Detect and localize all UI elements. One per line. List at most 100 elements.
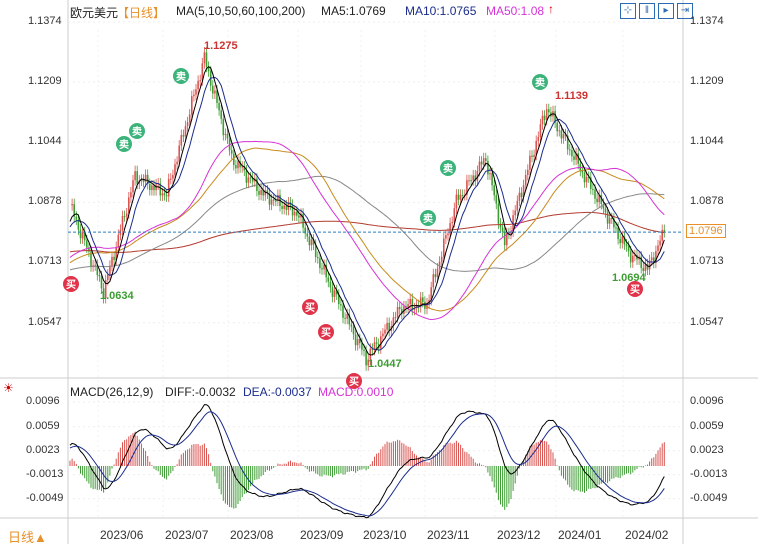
crosshair-icon[interactable]: ⊹ bbox=[620, 3, 636, 19]
candle bbox=[587, 176, 590, 178]
date-tick: 2023/07 bbox=[165, 528, 209, 542]
candle bbox=[125, 213, 128, 217]
play-icon[interactable]: ▸ bbox=[658, 3, 674, 19]
candle bbox=[453, 208, 456, 222]
candle bbox=[461, 194, 464, 196]
candle bbox=[193, 94, 195, 97]
candle bbox=[233, 153, 235, 166]
candle bbox=[594, 189, 596, 199]
candle bbox=[144, 174, 147, 182]
candle bbox=[524, 174, 527, 186]
candle bbox=[537, 136, 540, 141]
candle bbox=[606, 212, 609, 224]
candle bbox=[468, 180, 470, 182]
candle bbox=[401, 309, 403, 314]
candle bbox=[264, 190, 267, 196]
macd-tick-left: 0.0096 bbox=[26, 394, 60, 407]
ma-label[interactable]: MA(5,10,50,60,100,200) bbox=[176, 4, 306, 18]
buy-signal-label: 买 bbox=[321, 327, 331, 339]
candle bbox=[497, 203, 500, 224]
candle bbox=[590, 177, 592, 190]
candle bbox=[564, 134, 567, 136]
price-tick-right: 1.0547 bbox=[690, 315, 724, 328]
candle bbox=[650, 257, 653, 261]
candle bbox=[503, 231, 506, 246]
price-tick-left: 1.1044 bbox=[28, 134, 62, 147]
candle bbox=[136, 171, 138, 184]
candle bbox=[212, 85, 214, 94]
candle bbox=[117, 234, 120, 248]
candle bbox=[499, 223, 502, 228]
ma5-line bbox=[69, 66, 665, 356]
candle bbox=[495, 195, 498, 204]
candle bbox=[174, 164, 176, 176]
ma50-value: MA50:1.08 bbox=[486, 4, 545, 18]
candle bbox=[371, 348, 374, 350]
candle bbox=[541, 115, 544, 125]
candle bbox=[571, 150, 573, 157]
ma100-line bbox=[69, 175, 665, 272]
buy-signal bbox=[63, 276, 79, 292]
candle bbox=[396, 307, 399, 318]
period-switch[interactable]: 日线▲ bbox=[8, 530, 47, 544]
diff-line bbox=[69, 404, 665, 519]
candle bbox=[235, 165, 237, 169]
candle bbox=[346, 314, 348, 319]
macd-tick-right: 0.0096 bbox=[690, 394, 724, 407]
buy-signal bbox=[302, 299, 318, 315]
candle bbox=[161, 193, 164, 196]
candle bbox=[83, 232, 86, 241]
exit-icon[interactable]: ⇥ bbox=[677, 3, 693, 19]
candle bbox=[216, 90, 218, 103]
candle bbox=[79, 229, 82, 239]
candle bbox=[569, 149, 571, 151]
candle bbox=[207, 66, 210, 72]
sell-signal-label: 卖 bbox=[132, 125, 142, 138]
candle bbox=[470, 180, 472, 182]
candle bbox=[321, 268, 323, 270]
candle bbox=[642, 268, 645, 272]
candle bbox=[224, 133, 227, 136]
candle bbox=[367, 359, 369, 366]
candle bbox=[88, 247, 90, 252]
candle bbox=[615, 227, 617, 229]
chart-type-icon[interactable]: ‖ bbox=[639, 3, 655, 19]
price-tick-left: 1.1374 bbox=[28, 15, 62, 27]
last-price-label: 1.0796 bbox=[686, 224, 726, 239]
candle bbox=[443, 238, 445, 257]
candle bbox=[100, 276, 103, 289]
arrow-up-icon[interactable]: ↑ bbox=[548, 2, 554, 16]
candle bbox=[149, 183, 151, 191]
candle bbox=[653, 257, 655, 263]
candle bbox=[602, 203, 605, 209]
candle bbox=[430, 287, 432, 300]
candle bbox=[485, 158, 487, 161]
macd-tick-left: -0.0013 bbox=[26, 467, 64, 480]
candle bbox=[527, 169, 529, 175]
candle bbox=[529, 155, 531, 170]
settings-sun-icon[interactable]: ☀ bbox=[3, 381, 14, 395]
candle bbox=[388, 322, 390, 332]
candle bbox=[459, 194, 462, 200]
candle bbox=[348, 314, 351, 325]
sell-signal-label: 卖 bbox=[176, 70, 186, 83]
candle bbox=[180, 135, 183, 146]
candle bbox=[245, 170, 248, 183]
candle bbox=[449, 223, 451, 234]
candle bbox=[472, 175, 474, 181]
candle bbox=[197, 80, 199, 90]
candle bbox=[556, 122, 558, 132]
candle bbox=[350, 324, 353, 327]
price-annotation: 1.1275 bbox=[204, 40, 238, 52]
candle bbox=[220, 110, 222, 119]
date-tick: 2023/09 bbox=[300, 528, 344, 542]
candle bbox=[102, 288, 105, 298]
candle bbox=[361, 343, 363, 350]
period-label[interactable]: 【日线】 bbox=[117, 6, 166, 20]
candle bbox=[573, 156, 575, 160]
candle bbox=[604, 208, 607, 213]
candle bbox=[188, 114, 191, 123]
date-tick: 2023/08 bbox=[230, 528, 274, 542]
buy-signal bbox=[346, 373, 362, 389]
